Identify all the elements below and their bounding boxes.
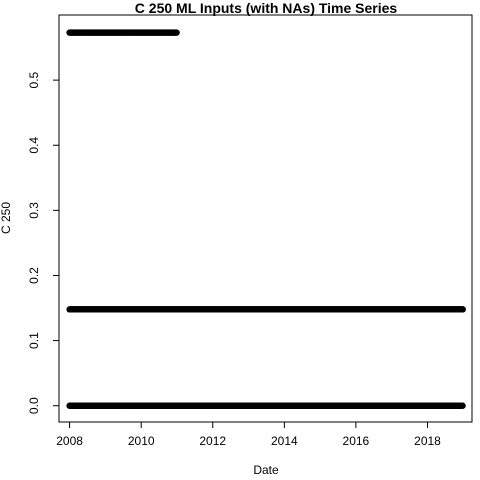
y-tick-label: 0.2	[27, 267, 41, 284]
x-tick-label: 2012	[199, 434, 226, 448]
data-point	[173, 29, 180, 36]
data-points	[66, 29, 466, 409]
y-tick-label: 0.4	[27, 137, 41, 154]
x-tick-label: 2008	[56, 434, 83, 448]
x-axis-label: Date	[253, 463, 279, 477]
y-axis-label: C 250	[0, 202, 13, 234]
y-tick-label: 0.1	[27, 332, 41, 349]
x-axis: 2008 2010 2012 2014 2016 2018	[56, 421, 441, 448]
x-tick-label: 2010	[128, 434, 155, 448]
x-tick-label: 2018	[414, 434, 441, 448]
data-point	[459, 402, 466, 409]
y-tick-label: 0.5	[27, 71, 41, 88]
y-tick-label: 0.3	[27, 202, 41, 219]
y-axis: 0.0 0.1 0.2 0.3 0.4 0.5	[27, 71, 60, 414]
x-tick-label: 2016	[343, 434, 370, 448]
y-tick-label: 0.0	[27, 397, 41, 414]
plot-frame	[58, 14, 473, 423]
data-point	[459, 306, 466, 313]
chart-title: C 250 ML Inputs (with NAs) Time Series	[135, 0, 398, 16]
x-tick-label: 2014	[271, 434, 298, 448]
